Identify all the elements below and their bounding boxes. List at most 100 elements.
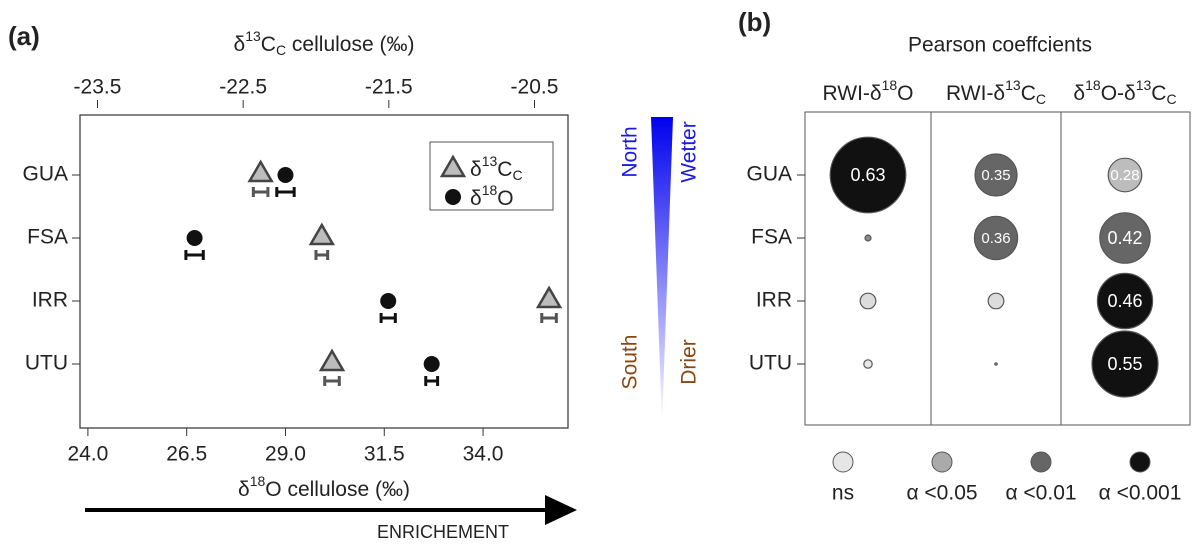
text-part: 18 <box>1085 77 1101 93</box>
text-part: C <box>1166 91 1176 107</box>
text-part: 13 <box>245 28 261 44</box>
column-header: RWI-δ18O <box>822 77 913 105</box>
bubble <box>1091 330 1159 398</box>
arrow-head <box>545 495 577 525</box>
bubble <box>974 153 1018 197</box>
bubble <box>863 359 873 369</box>
gradient-wedge <box>651 117 673 425</box>
error-bar <box>184 250 205 260</box>
text-part: cellulose (‰) <box>286 33 414 56</box>
text-part: δ <box>238 478 250 501</box>
value-label: 0.42 <box>1107 228 1142 248</box>
triangle-marker <box>535 285 563 309</box>
x-tick-label: 34.0 <box>463 443 504 466</box>
text-part: C <box>512 167 522 183</box>
y-tick-label: GUA <box>746 163 792 186</box>
y-tick-label: UTU <box>25 352 68 375</box>
annotation: South <box>619 335 642 390</box>
y-tick-label: GUA <box>22 163 68 186</box>
circle-marker <box>380 293 397 309</box>
column-header: δ18O-δ13CC <box>1073 77 1176 107</box>
legend-swatch <box>931 451 953 473</box>
value-label: 0.28 <box>1110 167 1139 184</box>
bubble <box>1096 272 1154 330</box>
x-tick-label: 26.5 <box>166 443 207 466</box>
text-part: C <box>261 33 276 56</box>
y-tick-label: FSA <box>751 226 792 249</box>
text-part: C <box>1036 91 1046 107</box>
legend-swatch <box>832 451 854 473</box>
text-part: δ <box>234 33 246 56</box>
bubble <box>994 362 998 366</box>
bubble <box>864 234 872 242</box>
triangle-marker <box>308 222 335 246</box>
bubble <box>973 215 1019 261</box>
x2-tick-label: -22.5 <box>219 76 267 99</box>
x2-tick-label: -21.5 <box>365 76 413 99</box>
legend-label: ns <box>832 482 854 505</box>
x-tick-label: 24.0 <box>67 443 108 466</box>
error-bar <box>540 313 558 323</box>
text-part: 18 <box>250 473 266 489</box>
value-label: 0.35 <box>981 167 1010 184</box>
error-bar <box>323 376 341 386</box>
triangle-marker <box>247 159 274 183</box>
error-bar <box>251 187 270 197</box>
x-axis-title: δ18O cellulose (‰) <box>238 473 410 501</box>
text-part: RWI-δ <box>946 82 1005 105</box>
text-part: δ <box>1073 82 1085 105</box>
text-part: δ <box>470 158 482 181</box>
error-bar <box>314 250 330 260</box>
text-part: O-δ <box>1101 82 1136 105</box>
value-label: 0.55 <box>1107 354 1142 374</box>
column-header: RWI-δ13CC <box>946 77 1046 107</box>
bubble <box>987 292 1005 310</box>
x2-tick-label: -20.5 <box>511 76 559 99</box>
y-tick-label: IRR <box>756 289 792 312</box>
circle-marker <box>423 356 440 372</box>
panel-label: (a) <box>8 21 40 51</box>
legend-label: δ13CC <box>470 153 523 183</box>
circle-marker <box>445 189 461 205</box>
text-part: O cellulose (‰) <box>265 478 410 501</box>
text-part: 18 <box>882 77 898 93</box>
bubble <box>859 292 877 310</box>
circle-marker <box>186 230 203 246</box>
y-tick-label: FSA <box>27 226 68 249</box>
value-label: 0.63 <box>850 165 885 185</box>
text-part: C <box>1021 82 1036 105</box>
y-tick-label: IRR <box>32 289 68 312</box>
error-bar <box>275 187 296 197</box>
x2-tick-label: -23.5 <box>74 76 122 99</box>
x-tick-label: 31.5 <box>364 443 405 466</box>
text-part: 18 <box>482 182 498 198</box>
text-part: C <box>276 42 286 58</box>
legend-swatch <box>1129 451 1151 473</box>
text-part: δ <box>470 187 482 210</box>
legend-label: α <0.05 <box>906 482 977 505</box>
annotation: North <box>619 126 642 177</box>
text-part: O <box>897 82 913 105</box>
annotation: Drier <box>678 339 701 385</box>
y-tick-label: UTU <box>749 352 792 375</box>
plot-frame <box>79 114 569 429</box>
triangle-marker <box>318 348 346 372</box>
bubble <box>829 136 907 214</box>
text-part: C <box>497 158 512 181</box>
matrix-frame <box>804 111 1191 426</box>
chart-title: Pearson coeffcients <box>908 34 1092 57</box>
text-part: C <box>1151 82 1166 105</box>
bubble <box>1107 157 1143 193</box>
x-tick-label: 29.0 <box>265 443 306 466</box>
x2-axis-title: δ13CC cellulose (‰) <box>234 28 415 58</box>
annotation: Wetter <box>678 121 701 182</box>
triangle-marker <box>439 154 467 178</box>
value-label: 0.46 <box>1107 291 1142 311</box>
error-bar <box>379 313 397 323</box>
legend-label: α <0.001 <box>1099 482 1182 505</box>
panel-label: (b) <box>738 7 771 37</box>
legend-label: α <0.01 <box>1005 482 1076 505</box>
text-part: 13 <box>1136 77 1152 93</box>
circle-marker <box>277 167 294 183</box>
